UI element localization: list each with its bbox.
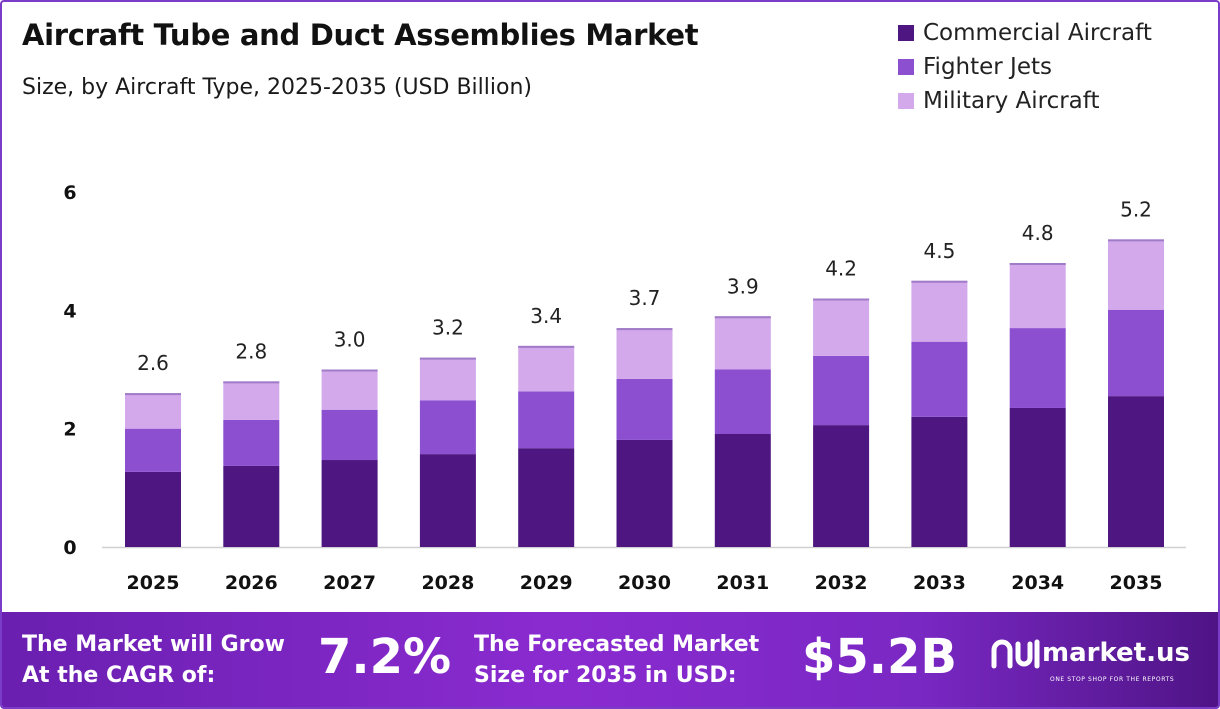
bar-2026-military-aircraft (223, 381, 280, 420)
bar-2025-military-aircraft (125, 393, 181, 429)
x-tick-label-2034: 2034 (1011, 572, 1064, 594)
total-label-2028: 3.2 (432, 316, 464, 340)
x-tick-label-2035: 2035 (1110, 572, 1163, 594)
bar-2025-commercial-aircraft (125, 471, 181, 547)
chart-title: Aircraft Tube and Duct Assemblies Market (22, 18, 699, 52)
total-label-2034: 4.8 (1022, 221, 1054, 245)
forecast-value: $5.2B (802, 629, 958, 685)
legend-item-fighter-jets: Fighter Jets (898, 50, 1152, 84)
bar-2026-fighter-jets (223, 419, 280, 466)
bar-2033-military-aircraft (911, 280, 968, 342)
summary-banner: The Market will Grow At the CAGR of: 7.2… (2, 612, 1218, 707)
x-tick-label-2031: 2031 (716, 572, 769, 594)
legend-item-military-aircraft: Military Aircraft (898, 84, 1152, 118)
legend-swatch-fighter-jets (898, 59, 914, 75)
x-tick-label-2029: 2029 (520, 572, 573, 594)
bar-2034-fighter-jets (1009, 328, 1066, 408)
bar-2035-fighter-jets (1108, 309, 1164, 397)
forecast-label-line-2: Size for 2035 in USD: (474, 663, 737, 688)
legend-swatch-military-aircraft (898, 93, 914, 109)
x-tick-label-2025: 2025 (127, 572, 180, 594)
legend-swatch-commercial-aircraft (898, 25, 914, 41)
legend-label-commercial-aircraft: Commercial Aircraft (923, 20, 1152, 46)
bar-2031-commercial-aircraft (714, 433, 771, 547)
cagr-label-line-2: At the CAGR of: (22, 663, 216, 688)
brand-logo: market.us ONE STOP SHOP FOR THE REPORTS (990, 636, 1190, 683)
total-label-2033: 4.5 (923, 239, 955, 263)
bar-2028-commercial-aircraft (419, 454, 476, 547)
bar-2029-fighter-jets (518, 391, 575, 449)
cagr-label: The Market will Grow At the CAGR of: (22, 629, 285, 691)
bar-2027-commercial-aircraft (321, 460, 378, 547)
bar-2030-fighter-jets (616, 378, 673, 440)
bar-2029-commercial-aircraft (518, 448, 575, 547)
bar-2025-fighter-jets (125, 428, 181, 472)
bar-2027-fighter-jets (321, 409, 378, 461)
total-label-2027: 3.0 (334, 328, 366, 352)
bar-2031-fighter-jets (714, 369, 771, 434)
bar-2032-fighter-jets (813, 355, 870, 426)
x-tick-label-2026: 2026 (225, 572, 278, 594)
legend-label-military-aircraft: Military Aircraft (923, 88, 1100, 114)
bar-2026-commercial-aircraft (223, 465, 280, 547)
bar-2033-commercial-aircraft (911, 416, 968, 547)
brand-name: market.us (1042, 638, 1190, 668)
chart-subtitle: Size, by Aircraft Type, 2025-2035 (USD B… (22, 75, 532, 100)
stacked-bar-chart: 0 2 4 6 2.6 2025 2.8 2026 3.0 2027 3.2 2028 3.4 2029 3… (63, 182, 1186, 594)
y-tick-label-4: 4 (63, 300, 76, 322)
x-tick-label-2032: 2032 (815, 572, 868, 594)
x-tick-label-2030: 2030 (618, 572, 671, 594)
y-tick-label-2: 2 (63, 419, 76, 441)
market-us-logo-icon (991, 639, 1040, 669)
x-tick-label-2033: 2033 (913, 572, 966, 594)
bar-2028-fighter-jets (419, 400, 476, 455)
x-tick-label-2027: 2027 (323, 572, 376, 594)
bar-2033-fighter-jets (911, 341, 968, 417)
y-tick-label-6: 6 (63, 182, 76, 204)
total-label-2032: 4.2 (825, 257, 857, 281)
x-tick-label-2028: 2028 (421, 572, 474, 594)
total-label-2025: 2.6 (137, 351, 169, 375)
total-label-2029: 3.4 (530, 304, 562, 328)
bar-2028-military-aircraft (419, 357, 476, 401)
bar-2029-military-aircraft (518, 345, 575, 392)
total-label-2035: 5.2 (1120, 197, 1152, 221)
bar-2030-military-aircraft (616, 328, 673, 379)
bar-2034-commercial-aircraft (1009, 407, 1066, 547)
bar-2035-commercial-aircraft (1108, 396, 1164, 547)
bar-2035-military-aircraft (1108, 239, 1164, 310)
cagr-value: 7.2% (318, 629, 452, 685)
legend-item-commercial-aircraft: Commercial Aircraft (898, 16, 1152, 50)
legend-label-fighter-jets: Fighter Jets (923, 54, 1052, 80)
y-tick-label-0: 0 (63, 537, 76, 559)
brand-tagline: ONE STOP SHOP FOR THE REPORTS (1050, 676, 1175, 683)
bar-2030-commercial-aircraft (616, 439, 673, 547)
forecast-label-line-1: The Forecasted Market (474, 632, 760, 657)
forecast-label: The Forecasted Market Size for 2035 in U… (474, 629, 759, 691)
bar-2031-military-aircraft (714, 316, 771, 370)
cagr-label-line-1: The Market will Grow (22, 632, 285, 657)
bar-2027-military-aircraft (321, 369, 378, 410)
bar-2034-military-aircraft (1009, 263, 1066, 329)
chart-legend: Commercial Aircraft Fighter Jets Militar… (898, 16, 1152, 118)
total-label-2026: 2.8 (235, 339, 267, 363)
total-label-2030: 3.7 (629, 286, 661, 310)
total-label-2031: 3.9 (727, 274, 759, 298)
bar-2032-military-aircraft (813, 298, 870, 356)
bar-2032-commercial-aircraft (813, 425, 870, 547)
